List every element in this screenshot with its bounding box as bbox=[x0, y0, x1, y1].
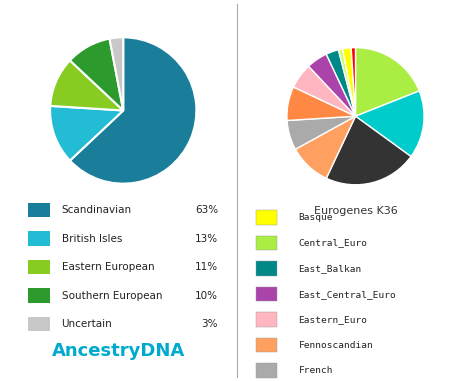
Text: 3%: 3% bbox=[201, 319, 218, 329]
Wedge shape bbox=[356, 48, 419, 116]
Wedge shape bbox=[109, 37, 123, 110]
Wedge shape bbox=[293, 66, 356, 116]
Text: Basque: Basque bbox=[299, 213, 333, 222]
Wedge shape bbox=[295, 116, 356, 178]
Wedge shape bbox=[326, 116, 411, 185]
Wedge shape bbox=[326, 50, 356, 116]
Wedge shape bbox=[309, 54, 356, 116]
Text: 13%: 13% bbox=[195, 234, 218, 243]
Text: British Isles: British Isles bbox=[62, 234, 122, 243]
Wedge shape bbox=[356, 91, 424, 157]
Text: 10%: 10% bbox=[195, 291, 218, 301]
Text: French: French bbox=[299, 366, 333, 375]
Text: Eastern European: Eastern European bbox=[62, 262, 154, 272]
Wedge shape bbox=[287, 116, 356, 149]
Wedge shape bbox=[338, 49, 356, 116]
Text: Central_Euro: Central_Euro bbox=[299, 239, 368, 248]
Text: Uncertain: Uncertain bbox=[62, 319, 112, 329]
Text: 63%: 63% bbox=[195, 205, 218, 215]
Text: Fennoscandian: Fennoscandian bbox=[299, 341, 374, 350]
Wedge shape bbox=[351, 48, 356, 116]
Text: Eurogenes K36: Eurogenes K36 bbox=[314, 206, 397, 216]
Wedge shape bbox=[70, 37, 196, 184]
Wedge shape bbox=[50, 106, 123, 160]
Text: Southern European: Southern European bbox=[62, 291, 162, 301]
Wedge shape bbox=[287, 87, 356, 120]
Text: AncestryDNA: AncestryDNA bbox=[52, 342, 185, 360]
Text: Scandinavian: Scandinavian bbox=[62, 205, 132, 215]
Text: Eastern_Euro: Eastern_Euro bbox=[299, 315, 368, 324]
Wedge shape bbox=[50, 61, 123, 110]
Text: 11%: 11% bbox=[195, 262, 218, 272]
Text: East_Central_Euro: East_Central_Euro bbox=[299, 290, 396, 299]
Wedge shape bbox=[70, 38, 123, 110]
Wedge shape bbox=[343, 48, 356, 116]
Text: East_Balkan: East_Balkan bbox=[299, 264, 362, 273]
